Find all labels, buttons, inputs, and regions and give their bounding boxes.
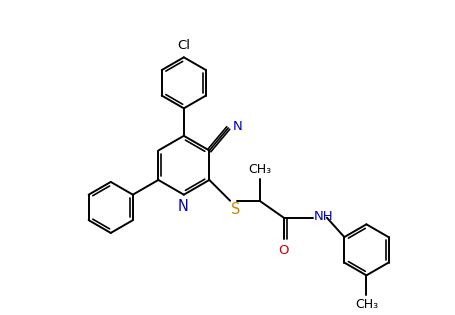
Text: N: N	[233, 121, 243, 134]
Text: N: N	[177, 198, 188, 214]
Text: Cl: Cl	[177, 39, 190, 52]
Text: NH: NH	[314, 210, 334, 223]
Text: CH₃: CH₃	[248, 163, 271, 176]
Text: O: O	[278, 244, 289, 257]
Text: CH₃: CH₃	[355, 298, 378, 311]
Text: S: S	[231, 202, 241, 217]
